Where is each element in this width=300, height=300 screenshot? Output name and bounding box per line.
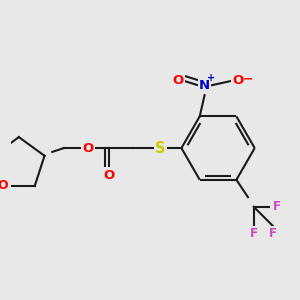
Text: N: N — [199, 79, 210, 92]
Text: O: O — [233, 74, 244, 87]
Text: +: + — [207, 73, 215, 83]
Text: O: O — [82, 142, 94, 154]
Text: O: O — [103, 169, 115, 182]
Text: −: − — [243, 72, 253, 85]
Text: S: S — [155, 141, 166, 156]
Text: F: F — [269, 227, 277, 240]
Text: O: O — [172, 74, 183, 87]
Text: F: F — [273, 200, 281, 213]
Text: O: O — [0, 179, 8, 193]
Text: F: F — [250, 227, 258, 240]
